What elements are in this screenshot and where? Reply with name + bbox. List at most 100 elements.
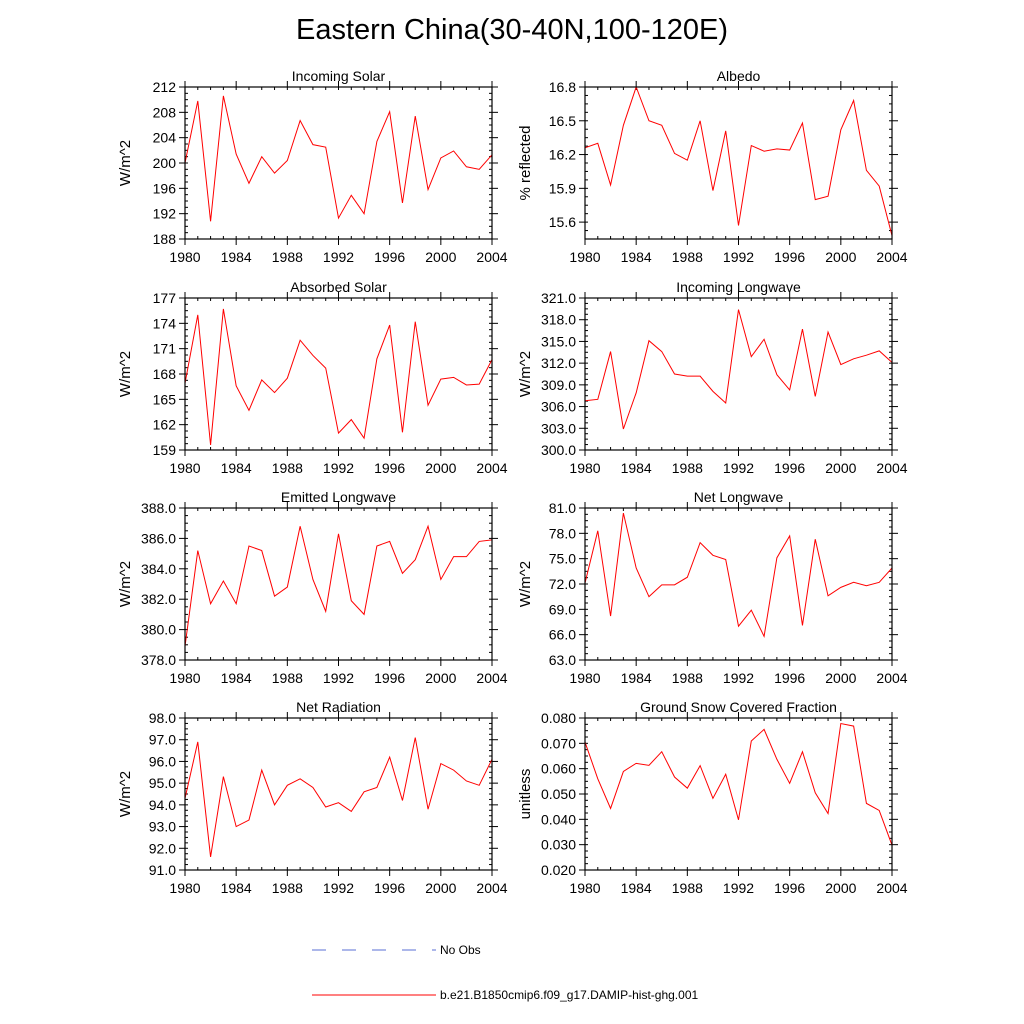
x-tick-label: 1988	[272, 249, 303, 265]
y-tick-label: 0.030	[541, 837, 576, 853]
y-tick-label: 312.0	[541, 355, 576, 371]
y-tick-label: 315.0	[541, 333, 576, 349]
x-tick-label: 1992	[323, 670, 354, 686]
y-tick-label: 162	[153, 417, 177, 433]
y-tick-label: 16.8	[549, 79, 576, 95]
y-tick-label: 380.0	[141, 622, 176, 638]
x-tick-label: 2004	[476, 460, 507, 476]
x-tick-label: 2000	[825, 460, 856, 476]
panel-title: Incoming Longwave	[676, 279, 801, 295]
y-tick-label: 159	[153, 442, 177, 458]
series-line	[185, 524, 492, 647]
x-tick-label: 1988	[272, 670, 303, 686]
y-tick-label: 303.0	[541, 420, 576, 436]
y-tick-label: 92.0	[149, 840, 176, 856]
y-tick-label: 72.0	[549, 576, 576, 592]
y-tick-label: 171	[153, 341, 177, 357]
x-tick-label: 1988	[272, 460, 303, 476]
y-axis-label: W/m^2	[117, 771, 134, 817]
panel-title: Net Radiation	[296, 699, 381, 715]
y-tick-label: 168	[153, 366, 177, 382]
y-tick-label: 388.0	[141, 500, 176, 516]
y-tick-label: 384.0	[141, 561, 176, 577]
y-tick-label: 15.6	[549, 214, 576, 230]
y-axis-label: W/m^2	[117, 561, 134, 607]
y-tick-label: 208	[153, 104, 177, 120]
y-tick-label: 16.5	[549, 113, 576, 129]
x-tick-label: 1996	[774, 670, 805, 686]
y-tick-label: 212	[153, 79, 177, 95]
x-tick-label: 1984	[221, 880, 252, 896]
x-tick-label: 1980	[569, 670, 600, 686]
x-tick-label: 1992	[723, 880, 754, 896]
y-tick-label: 174	[153, 315, 177, 331]
y-tick-label: 309.0	[541, 377, 576, 393]
x-tick-label: 1996	[774, 460, 805, 476]
y-tick-label: 69.0	[549, 601, 576, 617]
x-tick-label: 2000	[425, 670, 456, 686]
x-tick-label: 1996	[374, 670, 405, 686]
x-tick-label: 2000	[825, 249, 856, 265]
series-line	[585, 722, 892, 846]
panel-title: Albedo	[717, 68, 761, 84]
x-tick-label: 1980	[169, 880, 200, 896]
x-tick-label: 2000	[825, 880, 856, 896]
y-tick-label: 321.0	[541, 290, 576, 306]
y-tick-label: 382.0	[141, 591, 176, 607]
panel-title: Ground Snow Covered Fraction	[640, 699, 837, 715]
chart-panel: Albedo % reflected 1980 1984 1988 1992 1996 200…	[517, 68, 908, 265]
x-tick-label: 1988	[672, 249, 703, 265]
series-line	[585, 512, 892, 638]
panels: Incoming Solar W/m^2 1980 1984 1988 1992 1996 2…	[117, 68, 908, 896]
legend: No Obs b.e21.B1850cmip6.f09_g17.DAMIP-his…	[312, 943, 698, 1002]
y-tick-label: 0.050	[541, 786, 576, 802]
y-tick-label: 0.080	[541, 710, 576, 726]
x-tick-label: 2004	[876, 460, 907, 476]
chart-panel: Ground Snow Covered Fraction unitless 1980…	[517, 699, 908, 896]
x-tick-label: 1992	[723, 460, 754, 476]
x-tick-label: 2004	[476, 249, 507, 265]
x-tick-label: 1988	[272, 880, 303, 896]
y-tick-label: 165	[153, 391, 177, 407]
y-tick-label: 16.2	[549, 147, 576, 163]
plot-frame	[184, 507, 493, 661]
y-tick-label: 98.0	[149, 710, 176, 726]
x-tick-label: 1996	[374, 249, 405, 265]
y-tick-label: 386.0	[141, 530, 176, 546]
x-tick-label: 1980	[169, 670, 200, 686]
y-axis-label: % reflected	[517, 125, 534, 200]
y-tick-label: 94.0	[149, 797, 176, 813]
x-tick-label: 1992	[323, 880, 354, 896]
y-axis-label: W/m^2	[117, 351, 134, 397]
y-tick-label: 15.9	[549, 180, 576, 196]
series-line	[185, 737, 492, 858]
y-axis-label: W/m^2	[117, 140, 134, 186]
legend-label: No Obs	[440, 943, 481, 957]
plot-frame	[584, 507, 893, 661]
x-tick-label: 1980	[569, 249, 600, 265]
y-tick-label: 75.0	[549, 551, 576, 567]
plot-frame	[584, 717, 893, 871]
x-tick-label: 1988	[672, 880, 703, 896]
panel-title: Incoming Solar	[292, 68, 386, 84]
chart-panel: Net Radiation W/m^2 1980 1984 1988 1992 1996 20…	[117, 699, 508, 896]
x-tick-label: 1988	[672, 670, 703, 686]
x-tick-label: 1984	[621, 460, 652, 476]
x-tick-label: 1988	[672, 460, 703, 476]
x-tick-label: 2004	[876, 880, 907, 896]
x-tick-label: 2000	[425, 249, 456, 265]
chart-panel: Net Longwave W/m^2 1980 1984 1988 1992 1996 200…	[517, 489, 908, 686]
x-tick-label: 1984	[621, 880, 652, 896]
series-line	[585, 87, 892, 236]
y-axis-label: unitless	[517, 769, 534, 820]
x-tick-label: 2004	[876, 670, 907, 686]
x-tick-label: 1992	[723, 670, 754, 686]
y-tick-label: 78.0	[549, 525, 576, 541]
x-tick-label: 1980	[569, 460, 600, 476]
plot-frame	[184, 86, 493, 240]
panel-title: Net Longwave	[694, 489, 784, 505]
y-tick-label: 66.0	[549, 627, 576, 643]
y-tick-label: 91.0	[149, 862, 176, 878]
x-tick-label: 1980	[169, 460, 200, 476]
